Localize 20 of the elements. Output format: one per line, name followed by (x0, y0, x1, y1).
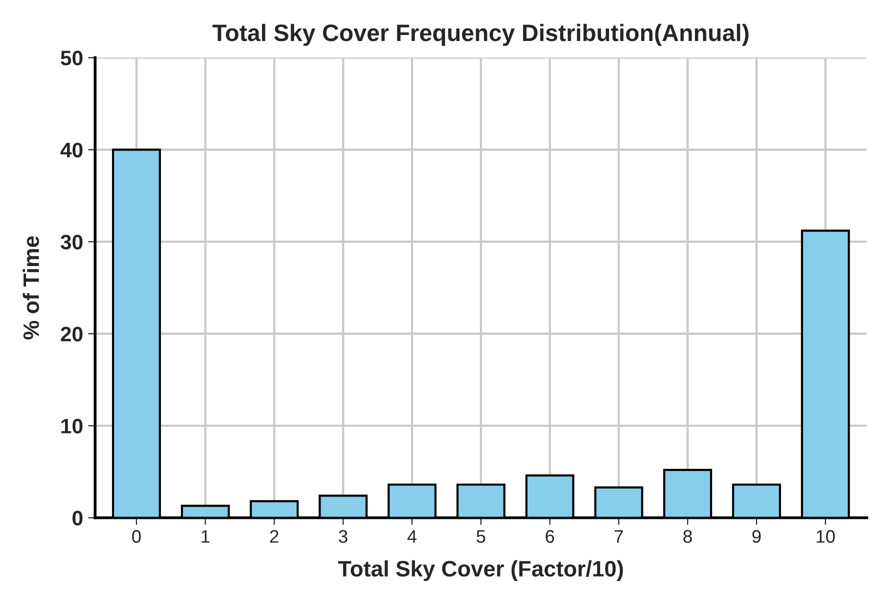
y-axis-title: % of Time (22, 236, 40, 340)
x-tick-label: 3 (338, 530, 348, 543)
y-tick-label: 0 (72, 510, 82, 526)
x-tick-label: 4 (407, 530, 417, 543)
y-tick-label: 10 (61, 418, 82, 434)
chart-title: Total Sky Cover Frequency Distribution(Annual) (212, 24, 749, 46)
x-tick-label: 9 (752, 530, 761, 543)
x-tick-label: 5 (476, 530, 486, 543)
x-tick-label: 8 (683, 530, 692, 543)
y-tick-label: 40 (60, 142, 82, 158)
y-tick-label: 30 (60, 234, 82, 250)
x-tick-label: 0 (132, 530, 141, 543)
x-tick-label: 2 (270, 530, 278, 543)
y-tick-label: 20 (60, 326, 82, 342)
x-tick-label: 1 (202, 530, 210, 543)
y-tick-label: 50 (60, 50, 82, 66)
x-tick-label: 10 (816, 530, 835, 543)
x-tick-label: 6 (546, 530, 554, 543)
x-tick-label: 7 (614, 530, 623, 543)
x-axis-title: Total Sky Cover (Factor/10) (338, 560, 623, 582)
